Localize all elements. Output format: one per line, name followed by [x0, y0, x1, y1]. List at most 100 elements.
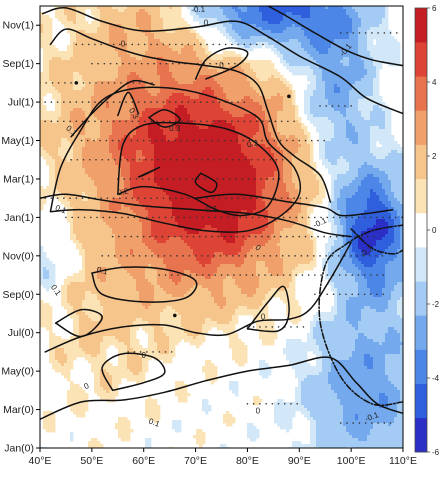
field-cell — [79, 135, 83, 139]
field-cell — [178, 105, 182, 109]
field-cell — [235, 84, 239, 88]
field-cell — [196, 9, 200, 13]
field-cell — [361, 33, 365, 37]
field-cell — [181, 126, 185, 130]
field-cell — [337, 48, 341, 52]
field-cell — [244, 69, 248, 73]
field-cell — [169, 18, 173, 22]
field-cell — [370, 24, 374, 28]
field-cell — [229, 24, 233, 28]
field-cell — [85, 102, 89, 106]
field-cell — [331, 135, 335, 139]
field-cell — [190, 129, 194, 133]
field-cell — [274, 90, 278, 94]
field-cell — [52, 84, 56, 88]
field-cell — [307, 18, 311, 22]
field-cell — [163, 60, 167, 64]
field-cell — [226, 135, 230, 139]
field-cell — [163, 48, 167, 52]
field-cell — [292, 60, 296, 64]
field-cell — [331, 60, 335, 64]
field-cell — [340, 126, 344, 130]
field-cell — [328, 48, 332, 52]
field-cell — [94, 132, 98, 136]
field-cell — [352, 105, 356, 109]
field-cell — [208, 111, 212, 115]
field-cell — [43, 123, 47, 127]
field-cell — [199, 114, 203, 118]
field-cell — [208, 24, 212, 28]
field-cell — [139, 18, 143, 22]
field-cell — [355, 18, 359, 22]
field-cell — [79, 9, 83, 13]
field-cell — [88, 132, 92, 136]
field-cell — [388, 30, 392, 34]
field-cell — [316, 9, 320, 13]
field-cell — [112, 24, 116, 28]
field-cell — [157, 60, 161, 64]
field-cell — [133, 27, 137, 31]
field-cell — [181, 39, 185, 43]
field-cell — [142, 45, 146, 49]
field-cell — [118, 84, 122, 88]
field-cell — [223, 81, 227, 85]
field-cell — [337, 93, 341, 97]
field-cell — [265, 39, 269, 43]
field-cell — [253, 120, 257, 124]
field-cell — [85, 39, 89, 43]
field-cell — [70, 87, 74, 91]
field-cell — [325, 114, 329, 118]
field-cell — [118, 138, 122, 142]
field-cell — [340, 36, 344, 40]
field-cell — [367, 27, 371, 31]
field-cell — [367, 96, 371, 100]
field-cell — [58, 9, 62, 13]
field-cell — [130, 63, 134, 67]
field-cell — [82, 75, 86, 79]
field-cell — [376, 93, 380, 97]
field-cell — [307, 108, 311, 112]
field-cell — [250, 9, 254, 13]
field-cell — [136, 39, 140, 43]
field-cell — [49, 114, 53, 118]
field-cell — [316, 42, 320, 46]
field-cell — [88, 60, 92, 64]
field-cell — [322, 111, 326, 115]
field-cell — [355, 30, 359, 34]
field-cell — [259, 60, 263, 64]
field-cell — [124, 132, 128, 136]
field-cell — [259, 24, 263, 28]
field-cell — [214, 105, 218, 109]
field-cell — [343, 93, 347, 97]
field-cell — [136, 48, 140, 52]
field-cell — [157, 96, 161, 100]
field-cell — [61, 81, 65, 85]
field-cell — [142, 84, 146, 88]
field-cell — [295, 63, 299, 67]
field-cell — [289, 93, 293, 97]
field-cell — [388, 129, 392, 133]
field-cell — [325, 93, 329, 97]
field-cell — [277, 135, 281, 139]
field-cell — [268, 117, 272, 121]
field-cell — [52, 81, 56, 85]
field-cell — [346, 42, 350, 46]
field-cell — [202, 57, 206, 61]
field-cell — [361, 21, 365, 25]
field-cell — [271, 81, 275, 85]
field-cell — [112, 21, 116, 25]
field-cell — [343, 63, 347, 67]
field-cell — [124, 87, 128, 91]
field-cell — [52, 126, 56, 130]
field-cell — [109, 108, 113, 112]
field-cell — [148, 141, 152, 145]
field-cell — [202, 18, 206, 22]
field-cell — [79, 126, 83, 130]
field-cell — [40, 21, 44, 25]
field-cell — [118, 9, 122, 13]
field-cell — [271, 9, 275, 13]
field-cell — [280, 39, 284, 43]
field-cell — [178, 30, 182, 34]
field-cell — [166, 57, 170, 61]
field-cell — [88, 90, 92, 94]
